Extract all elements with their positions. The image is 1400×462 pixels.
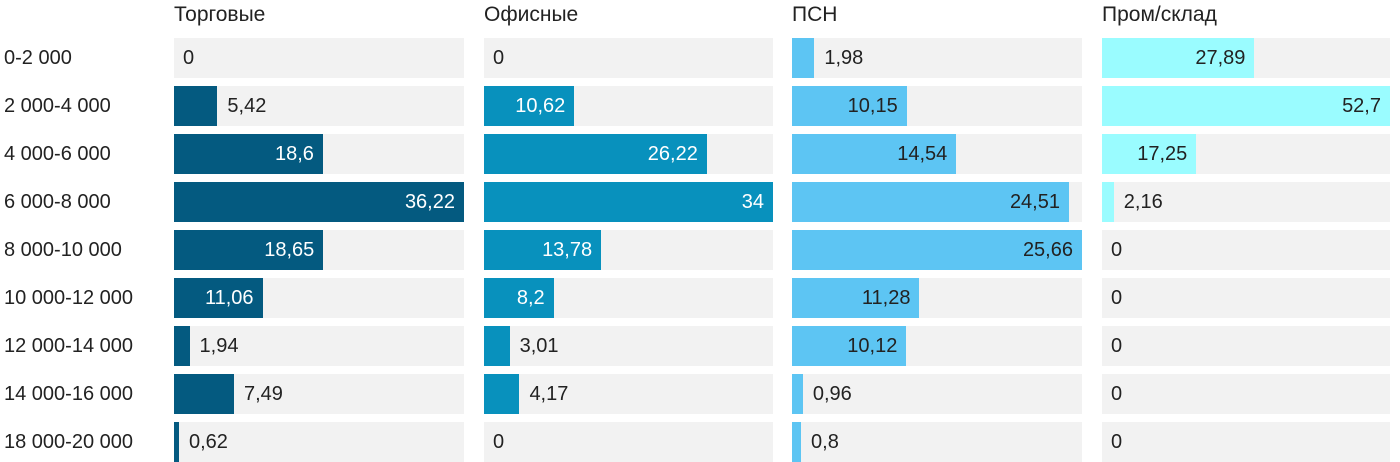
bar-track	[484, 326, 773, 366]
panel-title: ПСН	[792, 3, 838, 26]
category-label: 4 000-6 000	[4, 143, 111, 165]
data-label: 0,96	[812, 383, 852, 405]
data-label: 24,51	[1009, 191, 1060, 213]
bar	[484, 278, 554, 318]
data-label: 0	[183, 47, 195, 69]
bar	[792, 134, 957, 174]
data-label: 0,8	[811, 431, 839, 453]
bar	[174, 278, 263, 318]
panel-title: Торговые	[174, 3, 266, 26]
bar	[792, 278, 920, 318]
data-label: 0	[493, 431, 505, 453]
bar	[484, 134, 707, 174]
data-label: 26,22	[647, 143, 698, 165]
data-label: 25,66	[1022, 239, 1073, 261]
data-label: 13,78	[542, 239, 593, 261]
data-label: 14,54	[897, 143, 948, 165]
bar	[1102, 86, 1390, 126]
bar	[174, 134, 323, 174]
data-label: 0	[1111, 239, 1123, 261]
category-label: 14 000-16 000	[4, 383, 134, 405]
bar	[174, 326, 190, 366]
data-label: 0,62	[188, 431, 228, 453]
bar-track	[484, 374, 773, 414]
bar-track	[484, 422, 773, 462]
category-label: 8 000-10 000	[4, 239, 122, 261]
bar	[792, 374, 803, 414]
data-label: 1,98	[824, 47, 864, 69]
bar	[174, 374, 234, 414]
panel-title: Офисные	[484, 3, 579, 26]
bar	[174, 182, 464, 222]
category-label: 18 000-20 000	[4, 431, 134, 453]
bar	[792, 86, 907, 126]
bar	[792, 38, 815, 78]
bar	[1102, 38, 1255, 78]
data-label: 18,65	[264, 239, 315, 261]
data-label: 0	[1111, 287, 1123, 309]
bar	[484, 182, 773, 222]
bar	[1102, 182, 1114, 222]
data-label: 34	[741, 191, 764, 213]
bar-track	[1102, 374, 1390, 414]
bar-track	[484, 38, 773, 78]
bar-track	[792, 374, 1082, 414]
bar	[484, 230, 602, 270]
bar-track	[174, 326, 464, 366]
bar	[792, 230, 1082, 270]
data-label: 10,15	[847, 95, 898, 117]
bar	[1102, 134, 1197, 174]
bar-track	[174, 86, 464, 126]
data-label: 18,6	[274, 143, 314, 165]
data-label: 0	[1111, 383, 1123, 405]
data-label: 52,7	[1342, 95, 1381, 117]
bar	[792, 422, 802, 462]
bar-track	[174, 422, 464, 462]
category-label: 10 000-12 000	[4, 287, 134, 309]
data-label: 5,42	[227, 95, 267, 117]
data-label: 8,2	[516, 287, 545, 309]
bar-track	[1102, 230, 1390, 270]
data-label: 2,16	[1123, 191, 1163, 213]
category-label: 2 000-4 000	[4, 95, 111, 117]
data-label: 36,22	[404, 191, 455, 213]
bar-track	[1102, 422, 1390, 462]
bar	[174, 86, 218, 126]
data-label: 17,25	[1137, 143, 1188, 165]
bar	[174, 230, 324, 270]
category-label: 12 000-14 000	[4, 335, 134, 357]
bar	[484, 86, 575, 126]
bar-track	[174, 38, 464, 78]
data-label: 11,06	[204, 287, 254, 309]
bar	[174, 422, 179, 462]
data-label: 0	[1111, 335, 1123, 357]
data-label: 10,12	[847, 335, 898, 357]
data-label: 0	[1111, 431, 1123, 453]
bar-track	[1102, 278, 1390, 318]
data-label: 11,28	[861, 287, 911, 309]
panel-title: Пром/склад	[1102, 3, 1217, 26]
bar	[792, 182, 1069, 222]
category-label: 0-2 000	[4, 47, 72, 69]
data-label: 4,17	[529, 383, 569, 405]
bar-track	[792, 422, 1082, 462]
bar-track	[1102, 326, 1390, 366]
category-label: 6 000-8 000	[4, 191, 111, 213]
data-label: 0	[493, 47, 505, 69]
bar-track	[792, 38, 1082, 78]
bar	[792, 326, 907, 366]
data-label: 1,94	[199, 335, 239, 357]
data-label: 3,01	[519, 335, 559, 357]
data-label: 27,89	[1195, 47, 1246, 69]
bar-track	[1102, 182, 1390, 222]
data-label: 10,62	[515, 95, 566, 117]
bar	[484, 326, 510, 366]
data-label: 7,49	[243, 383, 283, 405]
bar	[484, 374, 520, 414]
